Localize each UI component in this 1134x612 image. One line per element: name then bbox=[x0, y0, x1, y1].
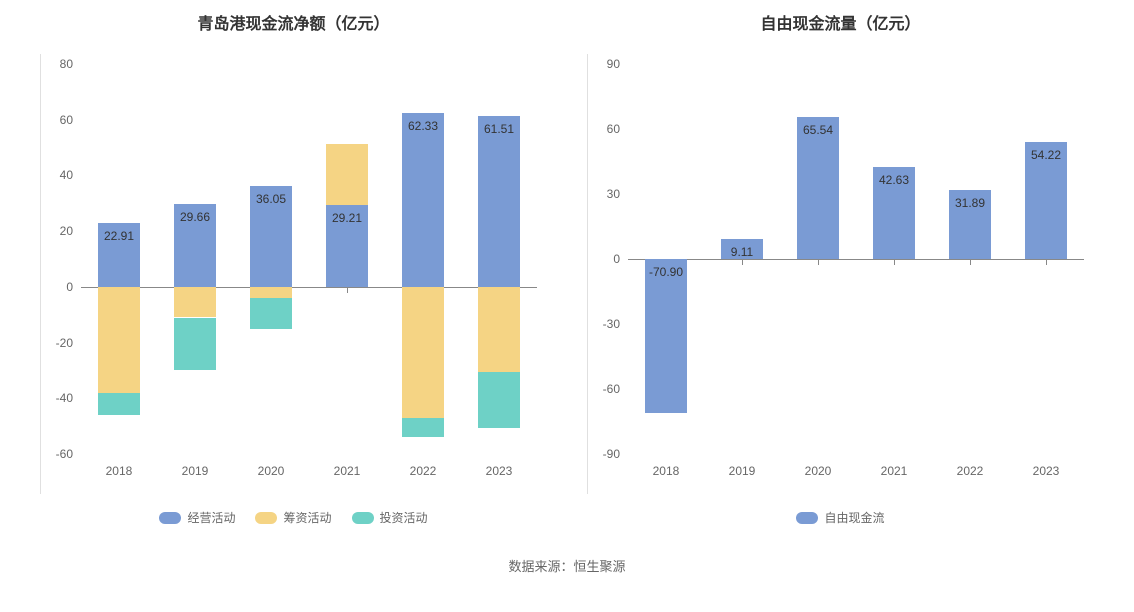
bar-investing bbox=[250, 298, 292, 329]
legend-swatch-fcf bbox=[796, 512, 818, 524]
bar-value-label: 29.21 bbox=[332, 211, 362, 225]
right-legend: 自由现金流 bbox=[587, 509, 1094, 526]
right-panel: 自由现金流量（亿元） -90 -60 -30 0 30 60 90 -70.90 9.11 65… bbox=[587, 10, 1094, 526]
y-tick-label: 30 bbox=[607, 187, 620, 201]
bar-fcf bbox=[797, 117, 839, 259]
bar-value-label: 61.51 bbox=[484, 122, 514, 136]
x-tick-label: 2022 bbox=[957, 464, 984, 478]
legend-label-financing: 筹资活动 bbox=[283, 509, 331, 526]
bar-value-label: 31.89 bbox=[955, 196, 985, 210]
legend-swatch-operating bbox=[159, 512, 181, 524]
legend-item-financing: 筹资活动 bbox=[255, 509, 331, 526]
x-tick-mark bbox=[818, 259, 819, 265]
bar-financing bbox=[478, 287, 520, 372]
bar-investing bbox=[98, 393, 140, 415]
y-tick-label: 60 bbox=[60, 113, 73, 127]
y-tick-label: 40 bbox=[60, 168, 73, 182]
legend-swatch-financing bbox=[255, 512, 277, 524]
zero-line bbox=[81, 287, 537, 288]
x-tick-label: 2023 bbox=[486, 464, 513, 478]
right-chart-area: -90 -60 -30 0 30 60 90 -70.90 9.11 65.54 42.63 31.… bbox=[587, 54, 1094, 494]
left-x-axis: 2018 2019 2020 2021 2022 2023 bbox=[81, 454, 537, 494]
legend-swatch-investing bbox=[352, 512, 374, 524]
right-chart-title: 自由现金流量（亿元） bbox=[587, 10, 1094, 34]
bar-value-label: -70.90 bbox=[649, 265, 683, 279]
x-tick-label: 2020 bbox=[805, 464, 832, 478]
y-tick-label: -60 bbox=[603, 382, 620, 396]
bar-operating bbox=[402, 113, 444, 287]
y-tick-label: -90 bbox=[603, 447, 620, 461]
right-x-axis: 2018 2019 2020 2021 2022 2023 bbox=[628, 454, 1084, 494]
x-tick-label: 2023 bbox=[1033, 464, 1060, 478]
y-tick-label: 0 bbox=[66, 280, 73, 294]
y-tick-label: 60 bbox=[607, 122, 620, 136]
bar-value-label: 9.11 bbox=[731, 245, 753, 259]
right-y-axis: -90-60-300306090 bbox=[588, 64, 628, 454]
x-tick-label: 2018 bbox=[653, 464, 680, 478]
bar-value-label: 29.66 bbox=[180, 210, 210, 224]
x-tick-label: 2021 bbox=[881, 464, 908, 478]
bar-value-label: 62.33 bbox=[408, 119, 438, 133]
left-legend: 经营活动 筹资活动 投资活动 bbox=[40, 509, 547, 526]
legend-item-operating: 经营活动 bbox=[159, 509, 235, 526]
x-tick-label: 2019 bbox=[182, 464, 209, 478]
legend-label-fcf: 自由现金流 bbox=[824, 509, 884, 526]
left-chart-area: -60 -40 -20 0 20 40 60 80 22.91 29.66 36.05 29.21 6… bbox=[40, 54, 547, 494]
bar-value-label: 22.91 bbox=[104, 229, 134, 243]
left-chart-title: 青岛港现金流净额（亿元） bbox=[40, 10, 547, 34]
data-source-label: 数据来源：恒生聚源 bbox=[0, 556, 1134, 595]
left-panel: 青岛港现金流净额（亿元） -60 -40 -20 0 20 40 60 80 22.91 29.… bbox=[40, 10, 547, 526]
right-plot: -70.90 9.11 65.54 42.63 31.89 54.22 bbox=[628, 64, 1084, 454]
legend-label-operating: 经营活动 bbox=[187, 509, 235, 526]
y-tick-label: -20 bbox=[56, 336, 73, 350]
bar-financing bbox=[250, 287, 292, 298]
x-tick-label: 2021 bbox=[334, 464, 361, 478]
bar-financing bbox=[402, 287, 444, 418]
zero-line bbox=[628, 259, 1084, 260]
x-tick-mark bbox=[894, 259, 895, 265]
y-tick-label: -60 bbox=[56, 447, 73, 461]
y-tick-label: -30 bbox=[603, 317, 620, 331]
bar-value-label: 42.63 bbox=[879, 173, 909, 187]
bar-investing bbox=[478, 372, 520, 428]
y-tick-label: -40 bbox=[56, 391, 73, 405]
x-tick-mark bbox=[742, 259, 743, 265]
bar-fcf bbox=[645, 259, 687, 413]
x-tick-label: 2022 bbox=[410, 464, 437, 478]
bar-value-label: 36.05 bbox=[256, 192, 286, 206]
y-tick-label: 20 bbox=[60, 224, 73, 238]
left-plot: 22.91 29.66 36.05 29.21 62.33 61.51 bbox=[81, 64, 537, 454]
charts-container: 青岛港现金流净额（亿元） -60 -40 -20 0 20 40 60 80 22.91 29.… bbox=[0, 0, 1134, 526]
bar-financing bbox=[174, 287, 216, 318]
bar-value-label: 54.22 bbox=[1031, 148, 1061, 162]
bar-financing bbox=[98, 287, 140, 393]
x-tick-mark bbox=[347, 287, 348, 293]
x-tick-mark bbox=[1046, 259, 1047, 265]
bar-value-label: 65.54 bbox=[803, 123, 833, 137]
y-tick-label: 0 bbox=[613, 252, 620, 266]
legend-item-fcf: 自由现金流 bbox=[796, 509, 884, 526]
bar-operating bbox=[478, 116, 520, 287]
left-y-axis: -60-40-20020406080 bbox=[41, 64, 81, 454]
x-tick-label: 2020 bbox=[258, 464, 285, 478]
bar-financing bbox=[326, 144, 368, 205]
x-tick-label: 2018 bbox=[106, 464, 133, 478]
legend-item-investing: 投资活动 bbox=[352, 509, 428, 526]
y-tick-label: 80 bbox=[60, 57, 73, 71]
bar-investing bbox=[402, 418, 444, 438]
x-tick-mark bbox=[970, 259, 971, 265]
y-tick-label: 90 bbox=[607, 57, 620, 71]
x-tick-label: 2019 bbox=[729, 464, 756, 478]
legend-label-investing: 投资活动 bbox=[380, 509, 428, 526]
bar-investing bbox=[174, 318, 216, 371]
